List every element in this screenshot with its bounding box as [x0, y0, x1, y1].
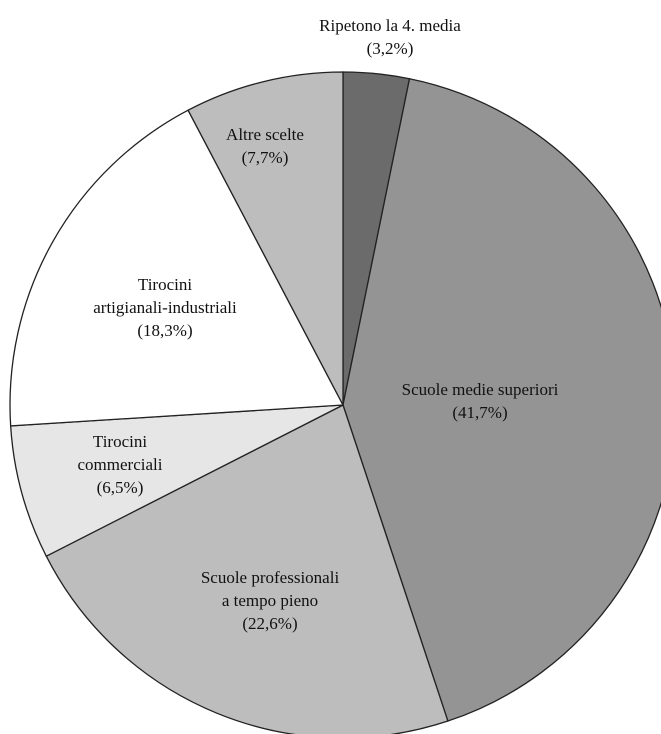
value-label: (6,5%) [96, 478, 144, 497]
pie-slice [9, 109, 345, 427]
value-label: (3,2%) [366, 39, 414, 58]
slice-label: Altre scelte (7,7%) [226, 123, 304, 169]
value-label: (7,7%) [241, 148, 289, 167]
slice-label: Tirocini commerciali (6,5%) [78, 430, 163, 499]
category-label: Altre scelte [226, 125, 304, 144]
category-label: Tirocini commerciali [77, 432, 163, 474]
pie-slice [187, 71, 344, 406]
category-label: Scuole professionali a tempo pieno [200, 568, 340, 610]
pie-slice [9, 404, 344, 558]
category-label: Tirocini artigianali-industriali [93, 275, 237, 317]
pie-slice [45, 404, 449, 734]
value-label: (41,7%) [452, 403, 508, 422]
slice-label: Scuole professionali a tempo pieno (22,6%… [201, 566, 339, 635]
slice-label: Scuole medie superiori (41,7%) [402, 378, 559, 424]
pie-slice [342, 77, 661, 722]
value-label: (22,6%) [242, 614, 298, 633]
category-label: Ripetono la 4. media [319, 16, 461, 35]
slice-label: Ripetono la 4. media (3,2%) [319, 14, 461, 60]
slice-label: Tirocini artigianali-industriali (18,3%) [93, 273, 237, 342]
value-label: (18,3%) [137, 321, 193, 340]
category-label: Scuole medie superiori [401, 380, 559, 399]
